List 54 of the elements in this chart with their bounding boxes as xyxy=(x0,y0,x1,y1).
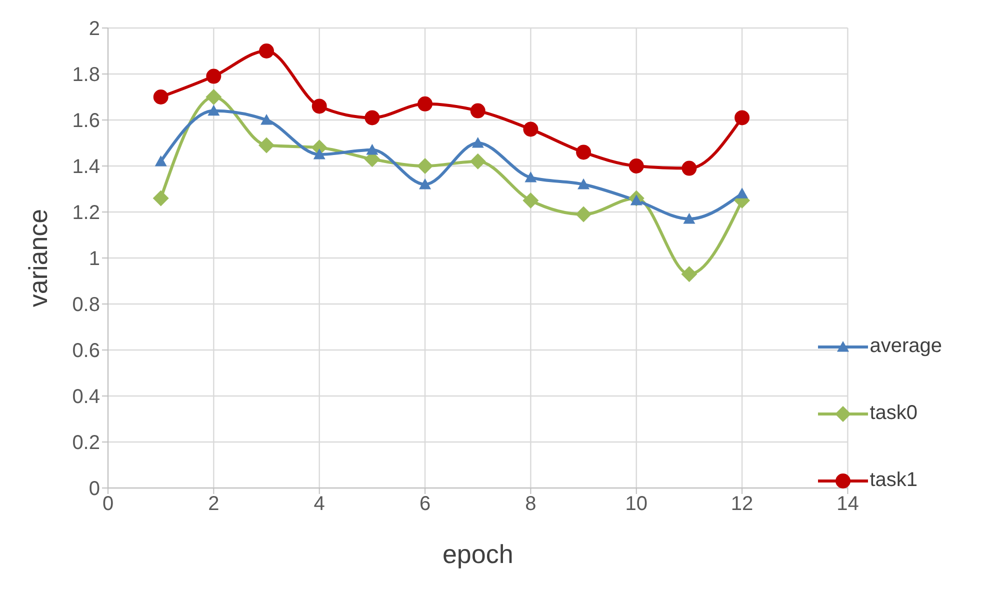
y-tick-label: 0.6 xyxy=(72,340,100,362)
x-tick-label: 2 xyxy=(208,493,220,516)
legend-label: task0 xyxy=(870,402,918,425)
y-tick-label: 0.4 xyxy=(72,386,100,408)
y-tick-label: 1.4 xyxy=(72,156,100,178)
x-axis-title: epoch xyxy=(442,539,514,569)
point xyxy=(364,110,380,126)
point xyxy=(681,266,698,282)
y-tick-label: 0.2 xyxy=(72,432,100,454)
point xyxy=(313,148,326,160)
point xyxy=(734,110,750,126)
point xyxy=(419,178,432,190)
x-tick-label: 14 xyxy=(836,493,859,516)
point xyxy=(576,206,592,222)
point xyxy=(522,192,539,208)
x-tick-label: 10 xyxy=(625,493,648,516)
point xyxy=(152,190,169,206)
point xyxy=(683,212,696,224)
point xyxy=(312,98,327,114)
y-axis-title: variance xyxy=(23,208,54,308)
point xyxy=(523,122,538,137)
point xyxy=(208,104,220,116)
point xyxy=(682,160,697,176)
point xyxy=(628,158,644,174)
x-tick-label: 4 xyxy=(314,493,325,516)
point xyxy=(472,137,484,148)
y-tick-label: 0.8 xyxy=(72,294,100,316)
point xyxy=(366,144,378,155)
point xyxy=(154,155,167,166)
point xyxy=(576,144,592,160)
x-tick-label: 6 xyxy=(419,493,431,516)
point xyxy=(736,188,748,198)
point xyxy=(258,137,275,154)
point xyxy=(153,90,168,104)
legend-label: average xyxy=(870,335,942,358)
point xyxy=(418,96,433,112)
point xyxy=(578,178,590,190)
point xyxy=(524,172,537,182)
point xyxy=(206,68,222,84)
point xyxy=(260,114,273,125)
y-tick-label: 1.6 xyxy=(72,110,100,132)
point xyxy=(206,89,222,105)
x-tick-label: 12 xyxy=(730,493,754,516)
y-tick-label: 1.8 xyxy=(72,64,100,86)
point xyxy=(470,153,486,170)
y-tick-label: 2 xyxy=(88,18,100,40)
y-tick-label: 1 xyxy=(88,248,100,270)
y-tick-label: 1.2 xyxy=(72,202,100,224)
y-tick-label: 0 xyxy=(88,478,100,500)
x-tick-label: 8 xyxy=(525,493,536,516)
point xyxy=(259,44,274,58)
legend-label: task1 xyxy=(870,469,918,492)
point xyxy=(417,158,434,174)
point xyxy=(470,103,486,118)
